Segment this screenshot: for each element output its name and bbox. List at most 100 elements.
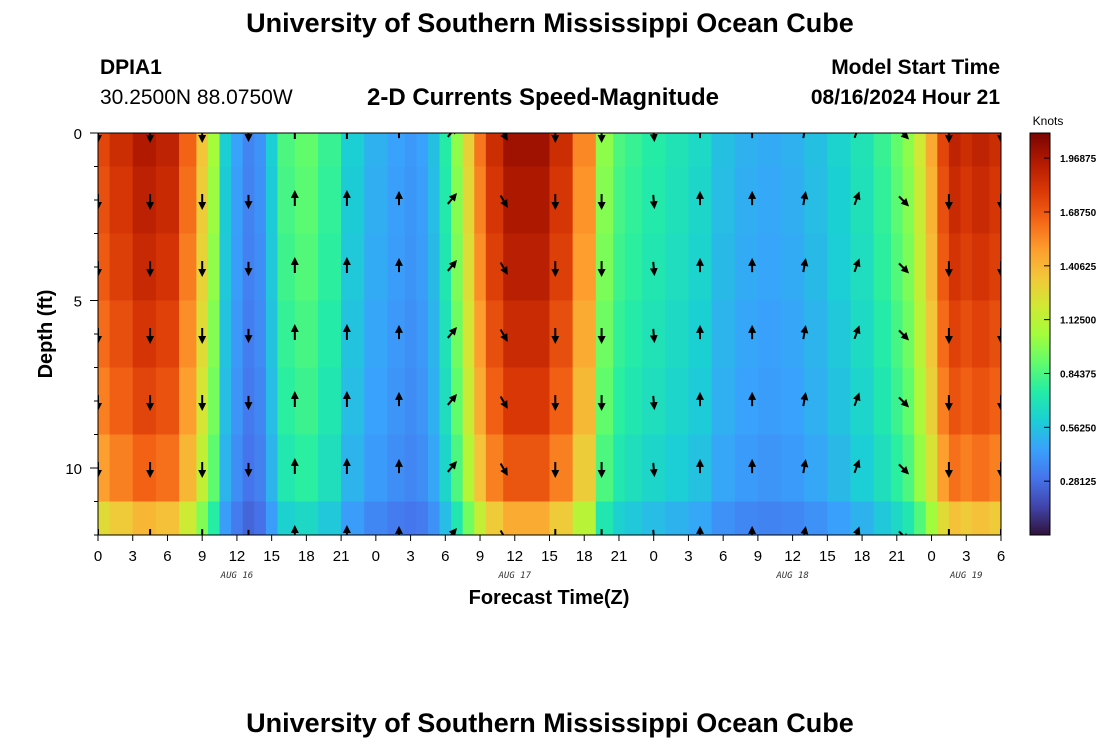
heatmap-cell — [98, 233, 111, 302]
heatmap-cell — [613, 300, 626, 369]
heatmap-cell — [624, 233, 643, 302]
heatmap-cell — [526, 233, 551, 302]
heatmap-cell — [850, 367, 875, 436]
heatmap-cell — [207, 300, 221, 369]
heatmap-cell — [416, 434, 429, 503]
heatmap-cell — [179, 166, 198, 235]
heatmap-cell — [757, 367, 782, 436]
heatmap-cell — [624, 166, 643, 235]
heatmap-cell — [665, 367, 690, 436]
heatmap-cell — [613, 367, 626, 436]
heatmap-cell — [98, 300, 111, 369]
heatmap-cell — [179, 434, 198, 503]
heatmap-cell — [734, 367, 759, 436]
x-tick-label: 21 — [333, 548, 350, 565]
heatmap-cell — [711, 501, 736, 535]
current-vector-arrow — [802, 133, 806, 139]
heatmap-cell — [757, 166, 782, 235]
heatmap-cell — [711, 300, 736, 369]
heatmap-cell — [989, 501, 1001, 535]
heatmap-cell — [781, 166, 805, 235]
heatmap-cell — [219, 501, 232, 535]
heatmap-cell — [665, 166, 690, 235]
current-vector-arrow — [900, 133, 910, 140]
heatmap-cell — [781, 501, 805, 535]
heatmap-cell — [364, 133, 389, 168]
heatmap-cell — [549, 233, 574, 302]
heatmap-cell — [317, 133, 342, 168]
heatmap-cell — [462, 434, 475, 503]
heatmap-cell — [572, 300, 597, 369]
x-tick-label: 15 — [819, 548, 836, 565]
heatmap-cell — [948, 434, 962, 503]
heatmap-cell — [265, 300, 279, 369]
heatmap-cell — [827, 501, 852, 535]
heatmap-cells — [98, 133, 1001, 535]
heatmap-cell — [960, 133, 973, 168]
current-vector-arrow — [499, 329, 508, 342]
heatmap-cell — [914, 133, 927, 168]
heatmap-cell — [474, 501, 487, 535]
heatmap-cell — [207, 367, 221, 436]
heatmap-cell — [925, 300, 938, 369]
heatmap-cell — [948, 300, 962, 369]
current-vector-arrow — [500, 133, 508, 141]
heatmap-cell — [827, 300, 852, 369]
x-tick-label: 3 — [962, 548, 970, 565]
heatmap-cell — [341, 133, 365, 168]
heatmap-cell — [873, 166, 892, 235]
heatmap-cell — [179, 233, 198, 302]
heatmap-cell — [827, 166, 852, 235]
heatmap-cell — [873, 367, 892, 436]
colorbar-tick-label: 0.28125 — [1060, 477, 1097, 488]
heatmap-cell — [416, 300, 429, 369]
current-vector-arrow — [652, 529, 655, 535]
heatmap-cell — [416, 133, 429, 168]
colorbar-tick-label: 1.12500 — [1060, 316, 1097, 327]
heatmap-cell — [294, 434, 319, 503]
heatmap-cell — [624, 300, 643, 369]
heatmap-cell — [219, 133, 232, 168]
heatmap-cell — [277, 166, 296, 235]
heatmap-cell — [231, 367, 244, 436]
chart-subtitle: 2-D Currents Speed-Magnitude — [367, 84, 720, 111]
heatmap-cell — [451, 166, 464, 235]
heatmap-cell — [427, 434, 441, 503]
current-vector-arrow — [447, 393, 457, 406]
heatmap-cell — [416, 166, 429, 235]
heatmap-cell — [427, 166, 441, 235]
heatmap-cell — [317, 434, 342, 503]
x-tick-label: 21 — [888, 548, 905, 565]
heatmap-cell — [972, 367, 991, 436]
heatmap-cell — [416, 501, 429, 535]
heatmap-cell — [387, 233, 406, 302]
current-vector-arrow — [800, 325, 809, 340]
heatmap-cell — [231, 233, 244, 302]
heatmap-cell — [155, 233, 180, 302]
heatmap-cell — [827, 133, 852, 168]
heatmap-cell — [265, 233, 279, 302]
current-vector-arrow — [499, 463, 508, 476]
heatmap-cell — [781, 300, 805, 369]
heatmap-cell — [98, 434, 111, 503]
heatmap-cell — [914, 300, 927, 369]
heatmap-cell — [98, 166, 111, 235]
heatmap-cell — [989, 233, 1001, 302]
model-start-label: Model Start Time — [831, 56, 1000, 79]
heatmap-cell — [902, 367, 915, 436]
heatmap-cell — [937, 133, 950, 168]
current-vector-arrow — [448, 527, 457, 535]
heatmap-cell — [948, 501, 962, 535]
heatmap-cell — [642, 501, 666, 535]
colorbar: Knots 0.28125 0.56250 0.84375 1.12500 1.4062… — [1029, 114, 1097, 536]
heatmap-cell — [613, 233, 626, 302]
current-vector-arrow — [800, 526, 809, 535]
heatmap-cell — [960, 233, 973, 302]
heatmap-cell — [294, 233, 319, 302]
heatmap-cell — [989, 133, 1001, 168]
heatmap-cell — [462, 501, 475, 535]
heatmap-cell — [155, 367, 180, 436]
heatmap-cell — [572, 367, 597, 436]
y-axis: 0 5 10 — [65, 126, 98, 536]
heatmap-cell — [179, 133, 198, 168]
